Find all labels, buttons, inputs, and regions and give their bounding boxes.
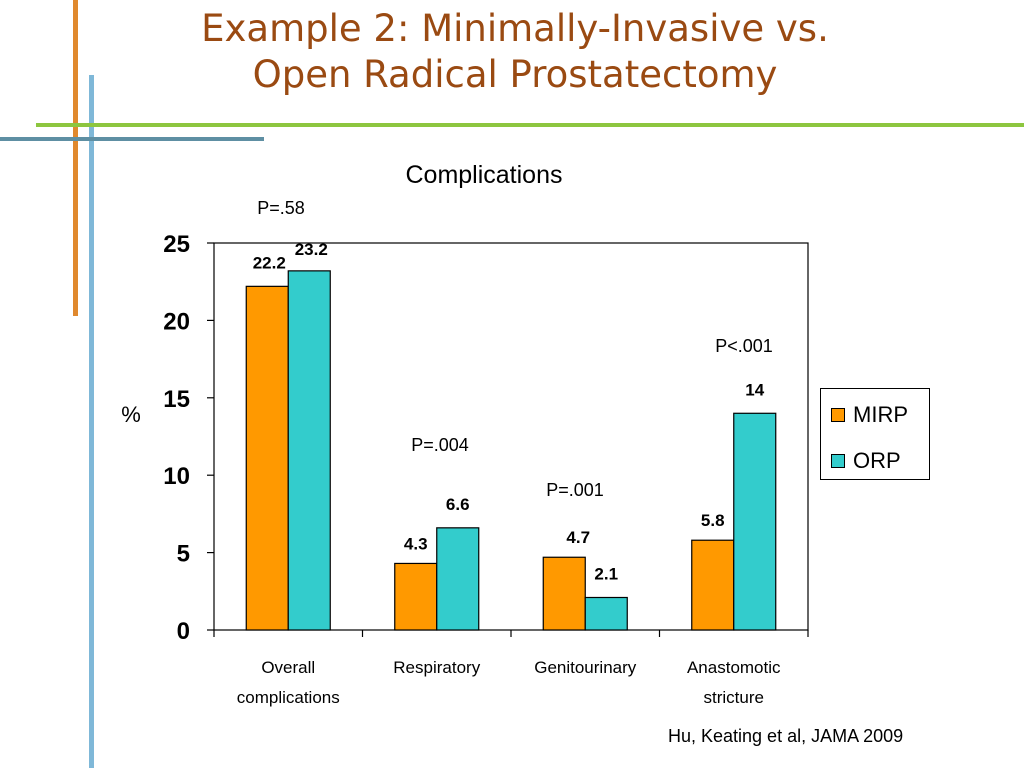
data-label-orp: 6.6 <box>446 495 470 514</box>
bar-orp <box>584 596 628 631</box>
citation: Hu, Keating et al, JAMA 2009 <box>668 726 904 746</box>
data-label-mirp: 22.2 <box>253 253 286 272</box>
bar-mirp <box>691 539 735 631</box>
y-tick-label: 25 <box>163 231 190 258</box>
slide-title-line-2: Open Radical Prostatectomy <box>252 53 778 96</box>
p-value-label: P=.001 <box>546 480 604 500</box>
y-axis-label: % <box>121 402 141 427</box>
bar-orp <box>436 527 480 631</box>
p-value-label: P<.001 <box>715 336 773 356</box>
y-tick-label: 15 <box>163 386 190 413</box>
decorative-orange-line <box>73 0 78 316</box>
legend-item-orp: ORP <box>831 447 901 475</box>
data-label-orp: 2.1 <box>594 564 618 583</box>
bar-mirp <box>245 285 289 631</box>
y-tick-label: 10 <box>163 463 190 490</box>
legend-label-mirp: MIRP <box>853 402 908 427</box>
decorative-green-line <box>36 123 1024 127</box>
x-tick-label: complications <box>237 688 340 707</box>
bar-mirp <box>394 562 438 631</box>
legend-item-mirp: MIRP <box>831 401 908 429</box>
data-label-mirp: 4.7 <box>566 528 590 547</box>
bar-orp <box>733 412 777 631</box>
x-tick-label: stricture <box>704 688 764 707</box>
x-tick-label: Anastomotic <box>687 658 781 677</box>
data-label-orp: 14 <box>745 380 764 399</box>
p-value-label: P=.004 <box>411 435 469 455</box>
chart-legend: MIRP ORP <box>820 388 930 480</box>
data-label-mirp: 5.8 <box>701 511 725 530</box>
data-label-orp: 23.2 <box>295 240 328 259</box>
x-tick-label: Respiratory <box>393 658 480 677</box>
slide-title: Example 2: Minimally-Invasive vs. Open R… <box>110 6 920 98</box>
x-tick-label: Genitourinary <box>534 658 637 677</box>
legend-label-orp: ORP <box>853 448 901 473</box>
slide-title-line-1: Example 2: Minimally-Invasive vs. <box>201 7 829 50</box>
legend-swatch-orp <box>831 454 845 468</box>
bar-orp <box>287 270 331 631</box>
chart-title: Complications <box>405 161 562 189</box>
y-tick-label: 20 <box>163 308 190 335</box>
p-value-label: P=.58 <box>257 198 305 218</box>
x-tick-label: Overall <box>261 658 315 677</box>
decorative-dark-blue-line <box>0 137 264 141</box>
y-tick-label: 5 <box>177 541 190 568</box>
bar-mirp <box>542 556 586 631</box>
legend-swatch-mirp <box>831 408 845 422</box>
data-label-mirp: 4.3 <box>404 534 428 553</box>
y-tick-label: 0 <box>177 618 190 645</box>
decorative-blue-line <box>89 75 94 768</box>
